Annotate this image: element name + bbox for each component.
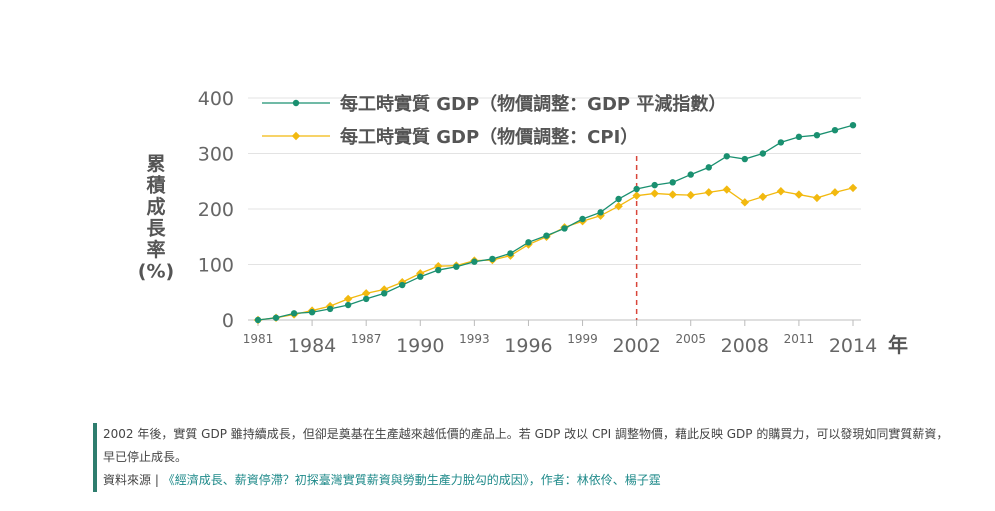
legend-marker bbox=[291, 131, 301, 141]
y-axis-label-char: 長 bbox=[146, 218, 166, 240]
caption-box: 2002 年後，實質 GDP 雖持續成長，但卻是奠基在生產越來越低價的產品上。若… bbox=[93, 423, 953, 492]
data-point bbox=[651, 181, 658, 189]
data-point bbox=[758, 192, 768, 201]
y-tick-label: 200 bbox=[198, 199, 234, 221]
data-point bbox=[668, 190, 677, 199]
data-point bbox=[632, 191, 641, 200]
data-point bbox=[614, 202, 623, 211]
source-link[interactable]: 《經濟成長、薪資停滯？初探臺灣實質薪資與勞動生產力脫勾的成因》，作者：林依伶、楊… bbox=[162, 473, 661, 487]
data-point bbox=[704, 188, 713, 197]
legend: 每工時實質 GDP（物價調整：GDP 平減指數） 每工時實質 GDP（物價調整：C… bbox=[262, 93, 726, 148]
data-point bbox=[417, 273, 424, 280]
data-point bbox=[525, 239, 532, 246]
data-point bbox=[362, 295, 370, 303]
legend-item-1: 每工時實質 GDP（物價調整：GDP 平減指數） bbox=[262, 93, 726, 115]
data-point bbox=[812, 193, 822, 203]
source-line: 資料來源 | 《經濟成長、薪資停滯？初探臺灣實質薪資與勞動生產力脫勾的成因》，作… bbox=[103, 469, 953, 492]
data-point bbox=[831, 126, 839, 134]
data-point bbox=[759, 150, 767, 157]
data-point bbox=[272, 314, 280, 321]
x-axis-label: 年 bbox=[888, 333, 908, 357]
axes: 0 100 200 300 400 1981 1984 1987 1990 1993 1996 199… bbox=[198, 88, 908, 357]
source-prefix: 資料來源 | bbox=[103, 473, 163, 487]
data-point bbox=[633, 185, 640, 193]
x-tick-label: 2011 bbox=[784, 332, 815, 346]
y-tick-label: 300 bbox=[198, 144, 234, 166]
y-axis-label-char: 累 bbox=[146, 153, 165, 175]
data-point bbox=[830, 188, 840, 197]
data-point bbox=[453, 263, 460, 270]
data-point bbox=[615, 195, 622, 203]
data-point bbox=[344, 301, 352, 309]
y-tick-label: 0 bbox=[222, 310, 234, 332]
data-point bbox=[326, 305, 334, 313]
y-axis-label-char: 積 bbox=[146, 174, 165, 197]
data-point bbox=[596, 211, 605, 220]
data-point bbox=[686, 190, 695, 200]
x-tick-label: 2005 bbox=[675, 332, 706, 346]
series-1 bbox=[254, 121, 857, 324]
caption-text: 2002 年後，實質 GDP 雖持續成長，但卻是奠基在生產越來越低價的產品上。若… bbox=[103, 427, 949, 464]
data-point bbox=[813, 131, 821, 139]
series-layer bbox=[253, 121, 858, 325]
data-point bbox=[254, 316, 262, 324]
data-point bbox=[687, 171, 694, 178]
x-tick-label: 1999 bbox=[567, 332, 598, 346]
x-tick-label: 2002 bbox=[612, 335, 660, 357]
data-point bbox=[579, 215, 586, 223]
data-point bbox=[777, 139, 785, 146]
data-point bbox=[543, 232, 550, 239]
x-tick-label: 1996 bbox=[504, 335, 552, 357]
y-axis-label-char: 率 bbox=[146, 238, 165, 261]
legend-label: 每工時實質 GDP（物價調整：GDP 平減指數） bbox=[340, 93, 726, 115]
data-point bbox=[361, 289, 371, 298]
data-point bbox=[290, 310, 298, 317]
data-point bbox=[435, 266, 442, 274]
x-tick-label: 2008 bbox=[721, 335, 769, 357]
series-line bbox=[257, 124, 854, 321]
legend-item-2: 每工時實質 GDP（物價調整：CPI） bbox=[262, 126, 638, 148]
series-2 bbox=[253, 183, 858, 325]
y-axis-label-char: 成 bbox=[146, 195, 165, 218]
y-axis-label-char: (%) bbox=[138, 261, 174, 283]
y-tick-label: 100 bbox=[198, 255, 234, 277]
data-point bbox=[561, 225, 568, 232]
data-point bbox=[740, 198, 750, 207]
data-point bbox=[669, 179, 676, 186]
y-tick-label: 400 bbox=[198, 88, 234, 110]
x-tick-label: 1993 bbox=[459, 332, 490, 346]
data-point bbox=[795, 133, 803, 141]
x-tick-label: 1990 bbox=[396, 335, 444, 357]
data-point bbox=[471, 258, 478, 265]
data-point bbox=[848, 183, 858, 193]
x-tick-label: 2014 bbox=[829, 335, 877, 357]
data-point bbox=[308, 309, 316, 316]
data-point bbox=[741, 155, 749, 163]
x-tick-label: 1987 bbox=[351, 332, 382, 346]
data-point bbox=[849, 121, 857, 129]
grid-lines bbox=[248, 97, 861, 265]
data-point bbox=[597, 209, 604, 216]
data-point bbox=[489, 255, 496, 263]
data-point bbox=[381, 290, 388, 297]
x-tick-label: 1984 bbox=[288, 335, 336, 357]
data-point bbox=[776, 187, 786, 196]
line-chart: 0 100 200 300 400 1981 1984 1987 1990 1993 1996 199… bbox=[138, 88, 908, 357]
data-point bbox=[723, 153, 730, 160]
data-point bbox=[343, 294, 353, 304]
data-point bbox=[705, 164, 712, 171]
data-point bbox=[794, 190, 804, 199]
data-point bbox=[722, 185, 731, 194]
data-point bbox=[650, 189, 659, 198]
x-tick-label: 1981 bbox=[243, 332, 274, 346]
data-point bbox=[507, 250, 514, 257]
legend-marker bbox=[292, 99, 300, 107]
data-point bbox=[399, 281, 406, 289]
legend-label: 每工時實質 GDP（物價調整：CPI） bbox=[340, 126, 638, 148]
